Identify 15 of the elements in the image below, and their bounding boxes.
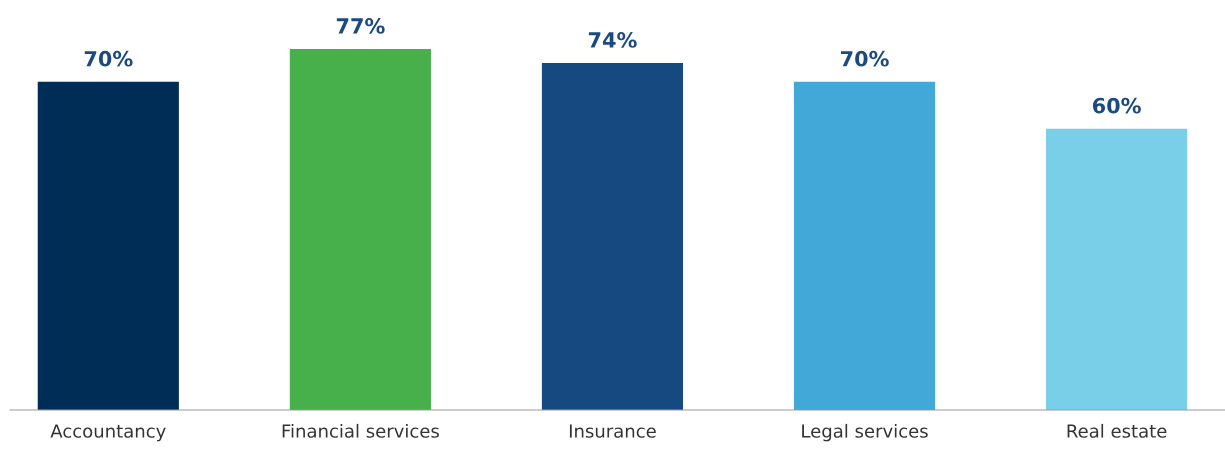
x-tick-label: Financial services: [282, 423, 439, 438]
bar: [37, 81, 179, 410]
x-tick-label: Insurance: [569, 424, 656, 438]
data-label: 77%: [336, 18, 385, 34]
bar: [289, 48, 431, 410]
bar: [1046, 128, 1188, 410]
x-tick-label: Legal services: [802, 423, 928, 442]
bar: [793, 81, 936, 410]
x-tick-label: Accountancy: [50, 424, 166, 442]
data-label: 70%: [84, 50, 133, 67]
bar: [541, 63, 684, 410]
data-label: 74%: [588, 32, 637, 48]
data-label: 70%: [840, 50, 889, 67]
data-label: 60%: [1092, 97, 1141, 114]
x-tick-label: Real estate: [1067, 423, 1167, 438]
